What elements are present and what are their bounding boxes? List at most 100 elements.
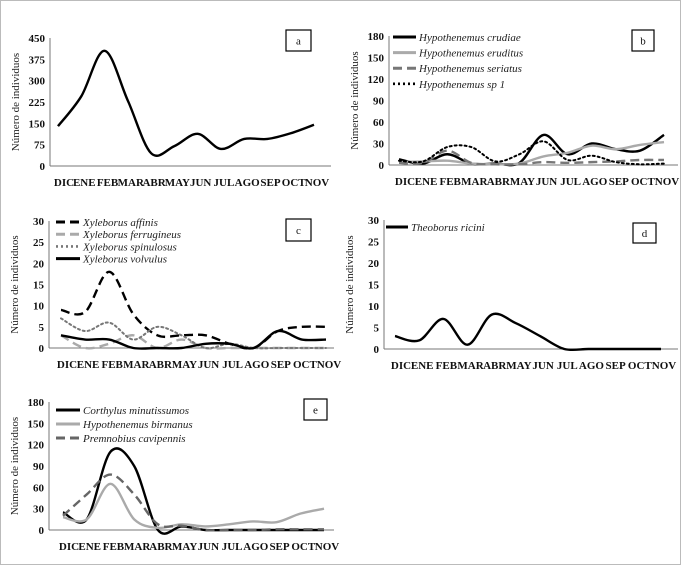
- panel-d: 0 5 10 15 20 25 30 DIC ENE FEB MAR ABR MAY JUN JUL AGO S…: [344, 215, 678, 372]
- x-tick-label: SEP: [609, 176, 629, 188]
- x-tick-label: JUN: [198, 359, 219, 371]
- x-tick-label: MAR: [461, 176, 488, 188]
- panel-b: 0 30 60 90 120 150 180 DIC ENE FEB MAR ABR MAY JUN JUL…: [349, 29, 679, 188]
- x-tick-label: MAY: [172, 541, 197, 553]
- x-tick-label: AGO: [582, 176, 608, 188]
- y-tick-label: 25: [368, 237, 380, 249]
- panel-label: a: [296, 36, 301, 48]
- x-tick-label: FEB: [97, 177, 119, 189]
- y-tick-label: 150: [28, 418, 45, 430]
- x-tick-label: JUN: [536, 176, 557, 188]
- panel-label-box: [285, 29, 312, 52]
- panel-label: b: [640, 36, 646, 48]
- x-tick-label: OCT: [291, 541, 316, 553]
- y-tick-label: 120: [368, 74, 385, 86]
- x-tick-label: ABR: [149, 359, 173, 371]
- panel-c: 0 5 10 15 20 25 30 DIC ENE FEB MAR ABR MAY JUN JUL AGO S…: [9, 216, 341, 371]
- series-line-xyleborus-volvulus: [60, 329, 327, 350]
- legend-entry: Xyleborus ferrugineus: [82, 229, 181, 241]
- x-tick-label: JUL: [557, 360, 578, 372]
- x-tick-label: JUN: [198, 541, 219, 553]
- x-tick-label: ABR: [149, 541, 173, 553]
- x-tick-label: SEP: [271, 359, 291, 371]
- x-tick-label: JUL: [560, 176, 581, 188]
- x-tick-label: AGO: [235, 177, 261, 189]
- x-tick-label: ABR: [142, 177, 166, 189]
- panel-label-box: [631, 29, 655, 52]
- y-tick-label: 15: [368, 280, 380, 292]
- y-tick-label: 30: [373, 139, 385, 151]
- x-tick-label: AGO: [579, 360, 605, 372]
- x-tick-label: ABR: [483, 360, 507, 372]
- legend-entry: Xyleborus spinulosus: [82, 241, 177, 253]
- panel-label: c: [296, 225, 301, 237]
- y-tick-label: 0: [374, 344, 380, 356]
- y-tick-label: 450: [29, 33, 46, 45]
- series-line-xyleborus-affinis: [60, 270, 327, 350]
- x-tick-label: MAY: [510, 176, 535, 188]
- x-tick-label: MAY: [172, 359, 197, 371]
- x-tick-label: DIC: [391, 360, 411, 372]
- series-line-hypothenemus-sp-1: [398, 140, 665, 166]
- x-tick-label: ENE: [411, 360, 434, 372]
- x-tick-label: MAR: [118, 177, 145, 189]
- x-tick-label: JUN: [532, 360, 553, 372]
- x-tick-label: MAR: [457, 360, 484, 372]
- panel-label-box: [303, 398, 328, 421]
- x-tick-label: OCT: [631, 176, 656, 188]
- y-tick-label: 0: [39, 525, 45, 537]
- y-tick-label: 0: [40, 161, 46, 173]
- y-axis-label: Número de individuos: [10, 53, 22, 151]
- x-tick-label: ABR: [487, 176, 511, 188]
- x-tick-label: SEP: [606, 360, 626, 372]
- y-tick-label: 25: [33, 237, 45, 249]
- legend-entry: Premnobius cavipennis: [82, 433, 186, 445]
- x-tick-label: JUL: [222, 541, 243, 553]
- y-axis-label: Número de individuos: [9, 417, 21, 515]
- x-tick-label: NOV: [305, 177, 330, 189]
- legend-entry: Hypothenemus eruditus: [418, 48, 523, 60]
- y-tick-label: 15: [33, 280, 45, 292]
- x-tick-label: OCT: [282, 177, 307, 189]
- x-tick-label: ENE: [78, 541, 101, 553]
- y-tick-label: 30: [368, 215, 380, 227]
- x-tick-label: MAY: [506, 360, 531, 372]
- x-tick-label: DIC: [54, 177, 74, 189]
- x-tick-label: SEP: [269, 541, 289, 553]
- x-tick-label: FEB: [439, 176, 461, 188]
- y-tick-label: 0: [39, 343, 45, 355]
- legend-entry: Theoborus ricini: [411, 222, 485, 234]
- y-tick-label: 0: [379, 160, 385, 172]
- panel-label: d: [642, 228, 648, 240]
- panel-label-box: [285, 218, 312, 242]
- panel-label-box: [632, 222, 657, 244]
- x-tick-label: DIC: [57, 359, 77, 371]
- y-tick-label: 90: [33, 461, 45, 473]
- x-tick-label: FEB: [436, 360, 458, 372]
- x-tick-label: OCT: [628, 360, 653, 372]
- y-tick-label: 225: [29, 97, 46, 109]
- x-tick-label: DIC: [395, 176, 415, 188]
- y-tick-label: 60: [373, 117, 385, 129]
- y-tick-label: 90: [373, 96, 385, 108]
- x-tick-label: ENE: [415, 176, 438, 188]
- y-tick-label: 375: [29, 54, 46, 66]
- series-line-hypothenemus-eruditus: [398, 140, 665, 166]
- x-tick-label: MAR: [123, 359, 150, 371]
- x-tick-label: ENE: [73, 177, 96, 189]
- x-tick-label: NOV: [317, 359, 342, 371]
- legend-entry: Hypothenemus sp 1: [418, 79, 505, 91]
- y-tick-label: 10: [368, 301, 380, 313]
- legend-entry: Corthylus minutissumos: [83, 405, 189, 417]
- x-tick-label: AGO: [244, 359, 270, 371]
- y-tick-label: 5: [39, 322, 45, 334]
- legend-entry: Xyleborus volvulus: [82, 254, 167, 266]
- y-tick-label: 300: [29, 76, 46, 88]
- panel-label: e: [313, 405, 318, 417]
- x-tick-label: OCT: [293, 359, 318, 371]
- y-tick-label: 75: [34, 140, 46, 152]
- y-tick-label: 180: [28, 397, 45, 409]
